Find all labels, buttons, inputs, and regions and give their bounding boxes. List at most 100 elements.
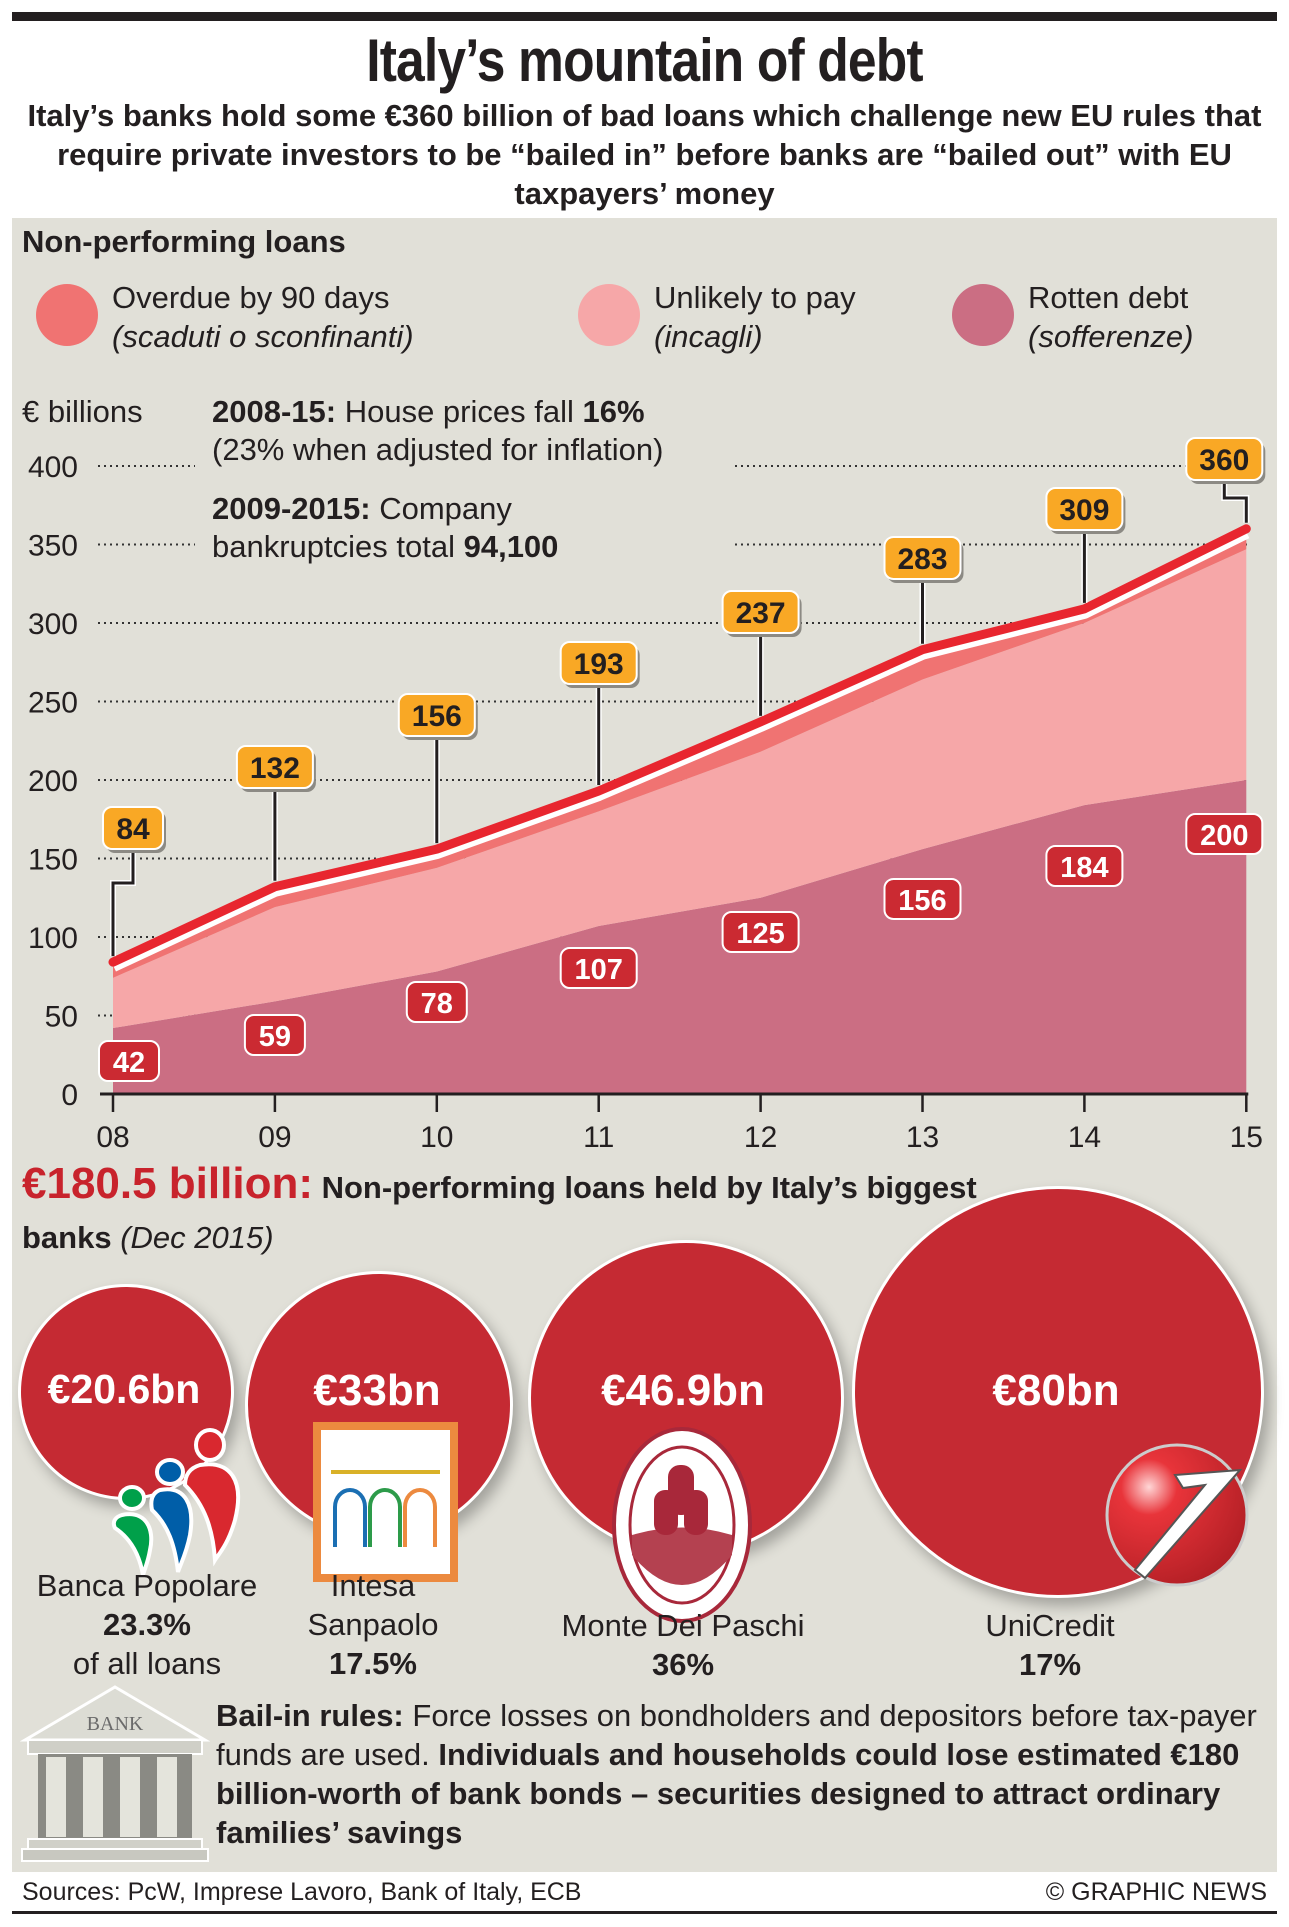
total-label-text: 360 xyxy=(1199,444,1249,477)
banca-popolare-logo-icon xyxy=(111,1428,241,1575)
y-tick-label: 300 xyxy=(28,608,78,641)
bailin-bold: Individuals and households could lose es… xyxy=(216,1737,1240,1850)
label-box xyxy=(102,806,164,850)
banks-total: €180.5 billion: xyxy=(22,1159,313,1208)
monte-dei-paschi-seal-icon xyxy=(612,1427,752,1623)
annotation-value: 16% xyxy=(582,394,645,429)
annotation-text: House prices fall xyxy=(336,394,583,429)
bank-share: 36% xyxy=(651,1647,715,1682)
total-label: 84 xyxy=(102,806,166,957)
x-tick-label: 11 xyxy=(583,1121,614,1154)
y-tick-label: 150 xyxy=(28,844,78,877)
total-label-text: 309 xyxy=(1059,494,1109,527)
legend-label: Rotten debt xyxy=(1028,280,1189,315)
y-tick-label: 400 xyxy=(28,451,78,484)
rotten-label-text: 200 xyxy=(1200,820,1248,852)
label-box xyxy=(559,641,638,685)
area-rotten-debt xyxy=(113,780,1247,1094)
bank-icon-label: BANK xyxy=(87,1713,144,1735)
bank-label-banca-popolare: Banca Popolare 23.3% of all loans xyxy=(37,1566,258,1683)
bank-label-monte-dei-paschi: Monte Dei Paschi 36% xyxy=(562,1606,805,1684)
rotten-label: 156 xyxy=(883,878,962,920)
bailin-body: Force losses on bondholders and deposito… xyxy=(216,1698,1257,1772)
annotation-text: bankruptcies total xyxy=(212,529,464,564)
rotten-label-text: 107 xyxy=(575,954,623,986)
rotten-label: 78 xyxy=(405,981,468,1023)
intesa-sanpaolo-logo-icon xyxy=(313,1422,458,1582)
leader-line xyxy=(111,849,135,957)
rotten-label-text: 42 xyxy=(113,1047,145,1079)
bank-label-unicredit: UniCredit 17% xyxy=(985,1606,1114,1684)
label-box xyxy=(559,947,638,989)
total-label-text: 283 xyxy=(897,543,947,576)
bank-name: UniCredit xyxy=(985,1608,1115,1643)
y-axis-unit: € billions xyxy=(22,394,143,429)
bank-name: Monte Dei Paschi xyxy=(561,1608,805,1643)
label-box xyxy=(98,1040,160,1082)
bank-label-intesa-sanpaolo: Intesa Sanpaolo 17.5% xyxy=(307,1566,438,1683)
sources: Sources: PcW, Imprese Lavoro, Bank of It… xyxy=(22,1878,582,1906)
rotten-label: 125 xyxy=(721,911,800,953)
x-tick-label: 12 xyxy=(744,1121,777,1154)
bubble-value: €46.9bn xyxy=(601,1366,765,1415)
x-tick-label: 14 xyxy=(1068,1121,1101,1154)
bottom-rule xyxy=(12,1911,1277,1914)
annotation-text: (23% when adjusted for inflation) xyxy=(212,432,664,467)
total-label: 360 xyxy=(1185,437,1266,523)
rotten-label-text: 59 xyxy=(259,1021,291,1053)
total-label: 132 xyxy=(235,745,316,881)
bubble-value: €80bn xyxy=(992,1366,1120,1415)
rotten-label-text: 125 xyxy=(736,918,784,950)
annotation-text: Company xyxy=(370,491,512,526)
x-tick-label: 15 xyxy=(1230,1121,1263,1154)
page-subtitle: Italy’s banks hold some €360 billion of … xyxy=(27,98,1262,211)
rotten-label-text: 156 xyxy=(898,885,946,917)
leader-line xyxy=(1222,480,1248,523)
label-box xyxy=(1185,437,1264,481)
annotation-lead: 2009-2015: xyxy=(212,491,371,526)
total-label: 237 xyxy=(721,590,802,716)
y-tick-label: 0 xyxy=(61,1079,78,1112)
copyright: © GRAPHIC NEWS xyxy=(1045,1878,1267,1906)
x-tick-label: 13 xyxy=(906,1121,939,1154)
bank-name: Intesa xyxy=(330,1568,416,1603)
y-tick-label: 350 xyxy=(28,530,78,563)
banks-heading: €180.5 billion: Non-performing loans hel… xyxy=(22,1162,1022,1266)
legend-sublabel: (incagli) xyxy=(654,319,763,354)
legend-heading: Non-performing loans xyxy=(22,224,346,259)
bank-share: 17% xyxy=(1018,1647,1082,1682)
total-label: 309 xyxy=(1045,487,1126,603)
rotten-label: 184 xyxy=(1045,845,1124,887)
bailin-text: Bail-in rules: Force losses on bondholde… xyxy=(216,1696,1276,1852)
total-label: 283 xyxy=(883,536,964,644)
leader-line-outline xyxy=(110,849,136,957)
legend-label: Overdue by 90 days xyxy=(112,280,390,315)
bank-share: 17.5% xyxy=(329,1646,417,1681)
y-tick-label: 50 xyxy=(45,1001,78,1034)
annotation-bankruptcies: 2009-2015: Company bankruptcies total 94… xyxy=(212,490,558,566)
legend-sublabel: (sofferenze) xyxy=(1028,319,1194,354)
label-box xyxy=(1185,813,1264,855)
total-label-text: 156 xyxy=(412,700,462,733)
legend-label: Unlikely to pay xyxy=(654,280,856,315)
x-tick-label: 09 xyxy=(258,1121,291,1154)
label-box xyxy=(397,693,476,737)
npl-area-chart: 0 50 100 150 200 250 300 350 400 08 09 10 11 12 13 14 15… xyxy=(28,437,1266,1154)
annotation-value: 94,100 xyxy=(463,529,559,564)
legend-sublabel: (scaduti o sconfinanti) xyxy=(112,319,414,354)
bank-note: of all loans xyxy=(72,1646,222,1681)
bailin-lead: Bail-in rules: xyxy=(216,1698,404,1733)
rotten-label: 59 xyxy=(243,1014,306,1056)
x-tick-label: 10 xyxy=(420,1121,453,1154)
label-box xyxy=(721,911,800,953)
total-label-text: 193 xyxy=(574,648,624,681)
bank-building-icon: BANK xyxy=(20,1685,210,1862)
bank-name: Sanpaolo xyxy=(307,1607,439,1642)
unicredit-logo-icon xyxy=(1105,1443,1249,1587)
bubble-value: €20.6bn xyxy=(47,1366,201,1412)
y-tick-label: 100 xyxy=(28,922,78,955)
rotten-label-text: 184 xyxy=(1060,852,1108,884)
label-box xyxy=(1045,487,1124,531)
total-label-text: 237 xyxy=(736,597,786,630)
rotten-label: 107 xyxy=(559,947,638,989)
